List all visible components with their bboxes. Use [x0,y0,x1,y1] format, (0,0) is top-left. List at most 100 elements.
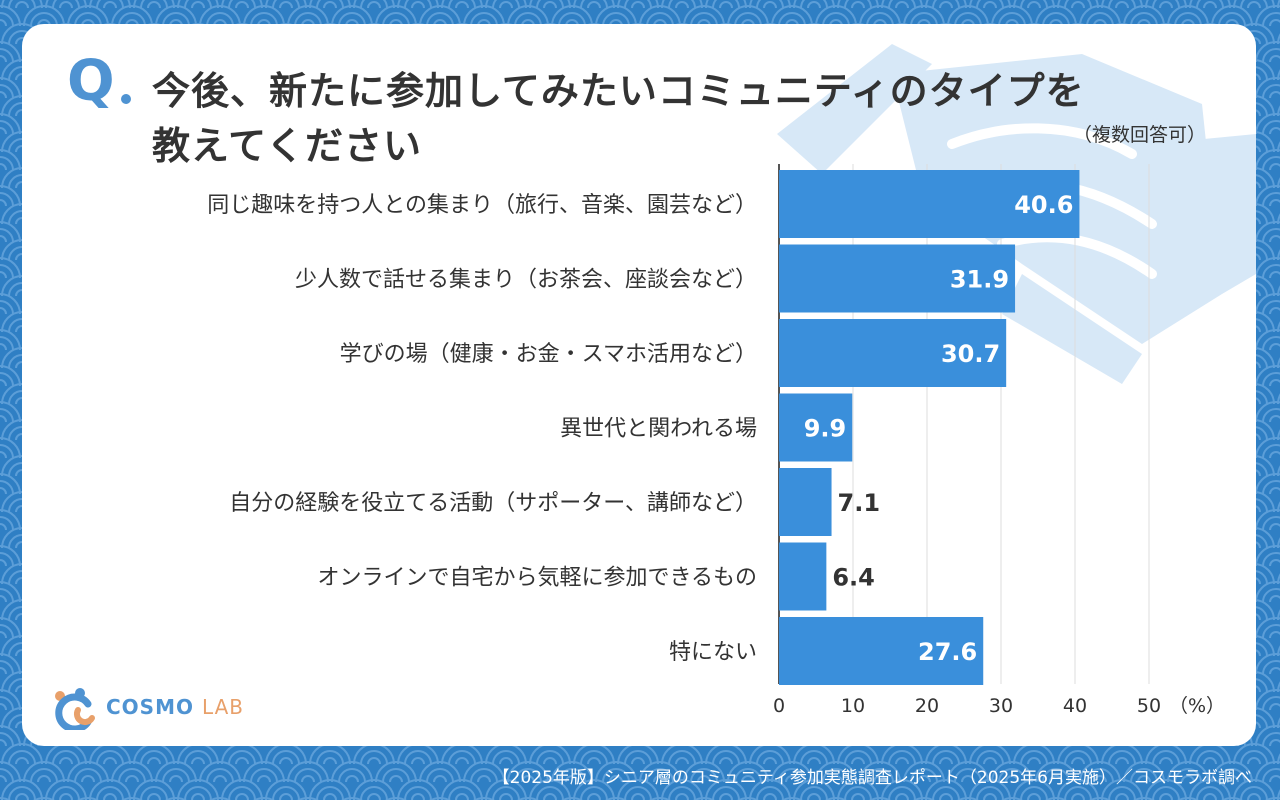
wave-arc [316,0,344,9]
wave-arc [998,12,1026,27]
wave-arc [815,5,857,27]
wave-arc [1269,199,1280,207]
wave-arc [807,793,821,800]
wave-arc [74,12,102,27]
wave-arc [0,55,7,63]
x-tick-label: 20 [915,695,939,717]
wave-arc [30,12,58,27]
wave-arc [345,775,359,783]
wave-arc [675,793,689,800]
wave-arc [206,12,234,27]
wave-arc [1071,793,1085,800]
wave-arc [250,12,278,27]
wave-arc [0,653,21,675]
footer-source: 【2025年版】シニア層のコミュニティ参加実態調査レポート（2025年6月実施）… [492,768,1252,788]
wave-arc [470,12,498,27]
wave-arc [1255,113,1280,135]
wave-arc [888,0,916,9]
wave-arc [147,793,161,800]
wave-arc [1269,19,1280,27]
wave-arc [881,0,923,9]
wave-arc [719,793,733,800]
wave-arc [419,5,461,27]
wave-arc [103,757,117,765]
brand-logo: COSMO LAB [48,684,244,730]
wave-arc [0,739,7,747]
x-tick-label: 50 [1137,695,1161,717]
category-label: 特にない [669,640,757,665]
wave-arc [969,0,1011,9]
wave-arc [0,228,14,243]
wave-arc [0,300,14,315]
wave-arc [910,12,938,27]
wave-arc [1145,743,1187,765]
wave-arc [265,743,307,765]
wave-arc [1255,365,1280,387]
wave-arc [0,725,21,747]
wave-arc [0,192,14,207]
wave-arc [353,0,395,9]
wave-arc [631,793,645,800]
wave-arc [1269,487,1280,495]
wave-arc [558,12,586,27]
wave-arc [1269,163,1280,171]
wave-arc [690,12,718,27]
wave-arc [455,1,469,9]
wave-arc [15,757,29,765]
wave-arc [455,757,469,765]
wave-arc [0,48,14,63]
wave-arc [1196,0,1224,9]
wave-arc [309,743,351,765]
wave-arc [147,757,161,765]
wave-arc [0,12,14,27]
wave-arc [0,473,21,495]
wave-arc [1086,12,1114,27]
wave-arc [0,264,14,279]
wave-arc [1,743,43,765]
wave-arc [133,743,175,765]
wave-arc [0,379,7,387]
wave-arc [67,5,109,27]
wave-arc [793,743,835,765]
wave-arc [15,793,29,800]
wave-arc [536,0,564,9]
wave-arc [1027,793,1041,800]
wave-arc [265,0,307,9]
wave-arc [1269,559,1280,567]
wave-arc [1262,336,1280,351]
wave-arc [455,793,469,800]
wave-arc [338,12,366,27]
value-label: 30.7 [941,340,1000,368]
wave-arc [529,743,571,765]
wave-arc [177,0,219,9]
wave-arc [991,5,1033,27]
wave-arc [1269,595,1280,603]
wave-arc [1233,0,1275,9]
wave-arc [675,1,689,9]
wave-arc [1269,379,1280,387]
wave-arc [1262,12,1280,27]
wave-arc [1145,0,1187,9]
wave-arc [155,761,197,783]
wave-arc [0,761,21,783]
wave-arc [1255,221,1280,243]
wave-arc [1269,739,1280,747]
wave-arc [323,793,337,800]
wave-arc [1269,703,1280,711]
wave-arc [1159,793,1173,800]
wave-arc [37,775,51,783]
wave-arc [279,793,293,800]
logo-wordmark: COSMO LAB [106,695,244,719]
bar-chart: 0 10 20 30 40 50 （%） 同じ趣味を持つ人との集まり（旅行、音楽、園芸など） 4… [207,164,1225,717]
wave-arc [1247,793,1261,800]
wave-arc [448,0,476,9]
wave-arc [67,761,109,783]
wave-arc [323,757,337,765]
wave-arc [8,0,36,9]
wave-arc [947,5,989,27]
category-label: 同じ趣味を持つ人との集まり（旅行、音楽、園芸など） [207,193,757,218]
wave-arc [411,757,425,765]
wave-arc [0,120,14,135]
wave-arc [749,743,791,765]
wave-arc [0,336,14,351]
